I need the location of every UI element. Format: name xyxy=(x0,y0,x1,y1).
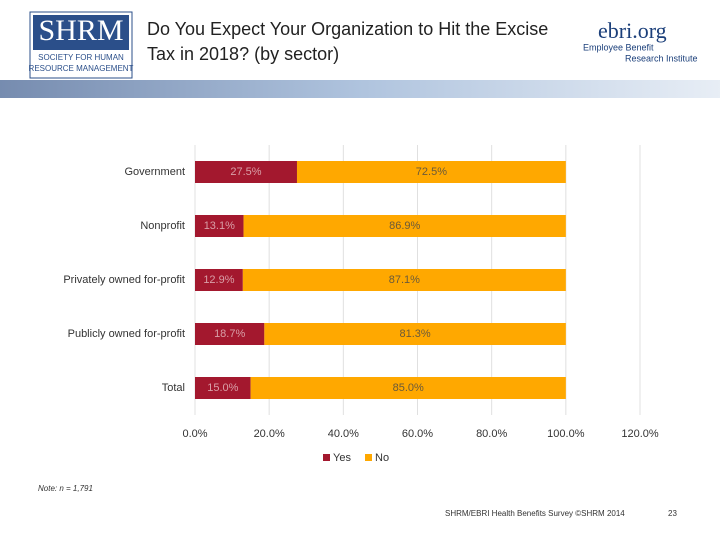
y-tick-label: Nonprofit xyxy=(140,220,185,232)
x-tick-label: 120.0% xyxy=(621,428,659,440)
shrm-tagline: SOCIETY FOR HUMAN xyxy=(38,53,124,62)
bar-segment xyxy=(195,377,251,399)
x-tick-label: 20.0% xyxy=(254,428,285,440)
bar-segment xyxy=(195,323,265,345)
bar-segment xyxy=(195,161,297,183)
slide-title: Do You Expect Your Organization to Hit t… xyxy=(147,19,548,39)
value-label: 15.0% xyxy=(207,382,238,394)
value-label: 18.7% xyxy=(214,328,245,340)
bar-segment xyxy=(264,323,566,345)
bar-segment xyxy=(296,161,566,183)
bar-segment xyxy=(243,215,566,237)
note: Note: n = 1,791 xyxy=(38,484,93,493)
value-label: 12.9% xyxy=(203,274,234,286)
slide-title: Tax in 2018? (by sector) xyxy=(147,44,339,64)
value-label: 27.5% xyxy=(230,166,261,178)
source: SHRM/EBRI Health Benefits Survey ©SHRM 2… xyxy=(445,509,625,518)
legend-swatch xyxy=(365,454,372,461)
value-label: 13.1% xyxy=(204,220,235,232)
x-tick-label: 100.0% xyxy=(547,428,585,440)
bar-segment xyxy=(242,269,566,291)
legend-label: Yes xyxy=(333,452,351,464)
x-tick-label: 60.0% xyxy=(402,428,433,440)
legend-swatch xyxy=(323,454,330,461)
shrm-tagline: RESOURCE MANAGEMENT xyxy=(29,64,134,73)
value-label: 72.5% xyxy=(416,166,447,178)
shrm-logo-text: SHRM xyxy=(38,14,123,47)
x-tick-label: 80.0% xyxy=(476,428,507,440)
shrm-logo-box xyxy=(33,15,129,50)
bar-segment xyxy=(195,215,244,237)
bar-segment xyxy=(195,269,243,291)
page-number: 23 xyxy=(668,509,677,518)
value-label: 85.0% xyxy=(393,382,424,394)
header-band xyxy=(0,80,720,98)
ebri-logo xyxy=(576,10,720,68)
y-tick-label: Government xyxy=(124,166,185,178)
x-tick-label: 40.0% xyxy=(328,428,359,440)
x-tick-label: 0.0% xyxy=(182,428,207,440)
y-tick-label: Publicly owned for-profit xyxy=(68,328,185,340)
bar-segment xyxy=(250,377,566,399)
y-tick-label: Total xyxy=(162,382,185,394)
ebri-logo-text: ebri.org xyxy=(598,18,667,43)
value-label: 81.3% xyxy=(399,328,430,340)
value-label: 86.9% xyxy=(389,220,420,232)
ebri-tagline: Research Institute xyxy=(625,53,698,63)
y-tick-label: Privately owned for-profit xyxy=(63,274,185,286)
ebri-tagline: Employee Benefit xyxy=(583,42,654,52)
value-label: 87.1% xyxy=(389,274,420,286)
legend-label: No xyxy=(375,452,389,464)
